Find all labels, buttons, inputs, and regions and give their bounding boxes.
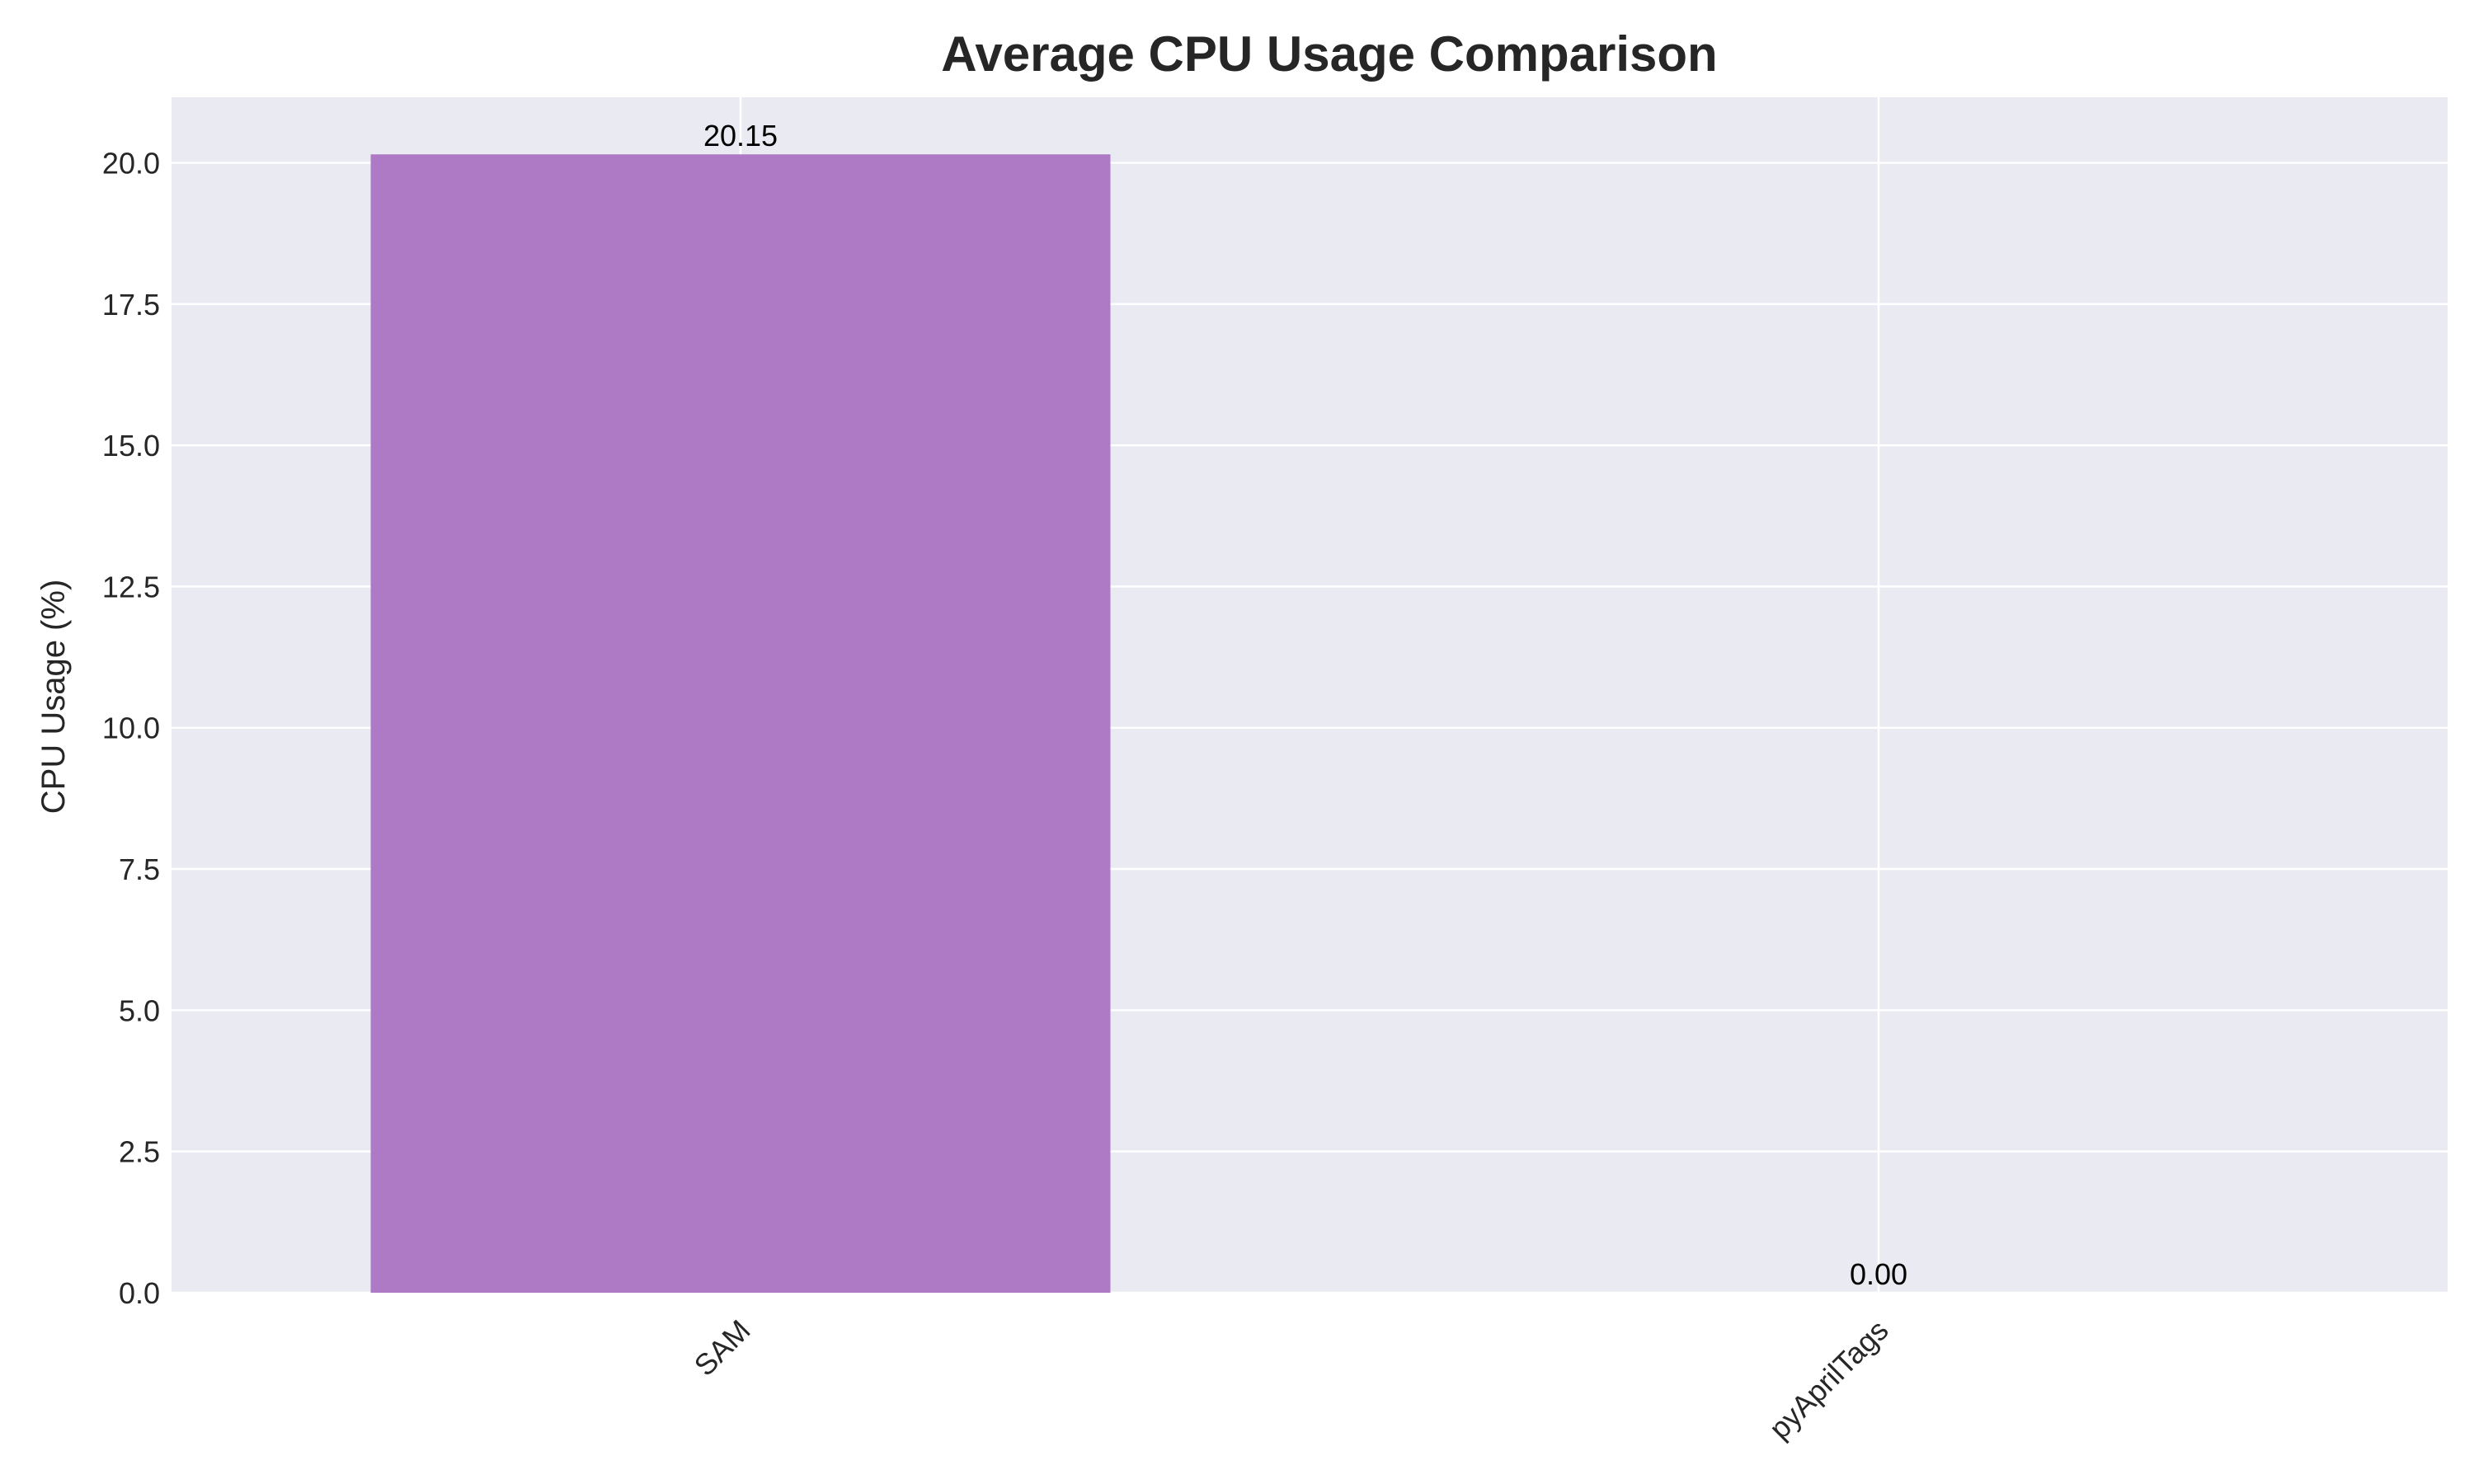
data-label: 0.00 (1850, 1257, 1907, 1291)
y-tick-label: 15.0 (102, 429, 160, 463)
y-tick-label: 7.5 (119, 852, 160, 886)
y-axis-ticks: 0.0 2.5 5.0 7.5 10.0 12.5 15.0 17.5 20.0 (102, 146, 160, 1310)
data-labels: 20.15 0.00 (703, 119, 1907, 1291)
data-label: 20.15 (703, 119, 778, 153)
bars (370, 154, 1111, 1293)
y-tick-label: 2.5 (119, 1135, 160, 1169)
y-tick-label: 12.5 (102, 570, 160, 603)
chart-title: Average CPU Usage Comparison (941, 26, 1717, 82)
y-tick-label: 10.0 (102, 711, 160, 745)
bar-sam (370, 154, 1111, 1293)
y-tick-label: 20.0 (102, 146, 160, 180)
y-tick-label: 17.5 (102, 288, 160, 322)
y-axis-label: CPU Usage (%) (35, 580, 72, 815)
y-tick-label: 5.0 (119, 993, 160, 1027)
y-tick-label: 0.0 (119, 1276, 160, 1310)
